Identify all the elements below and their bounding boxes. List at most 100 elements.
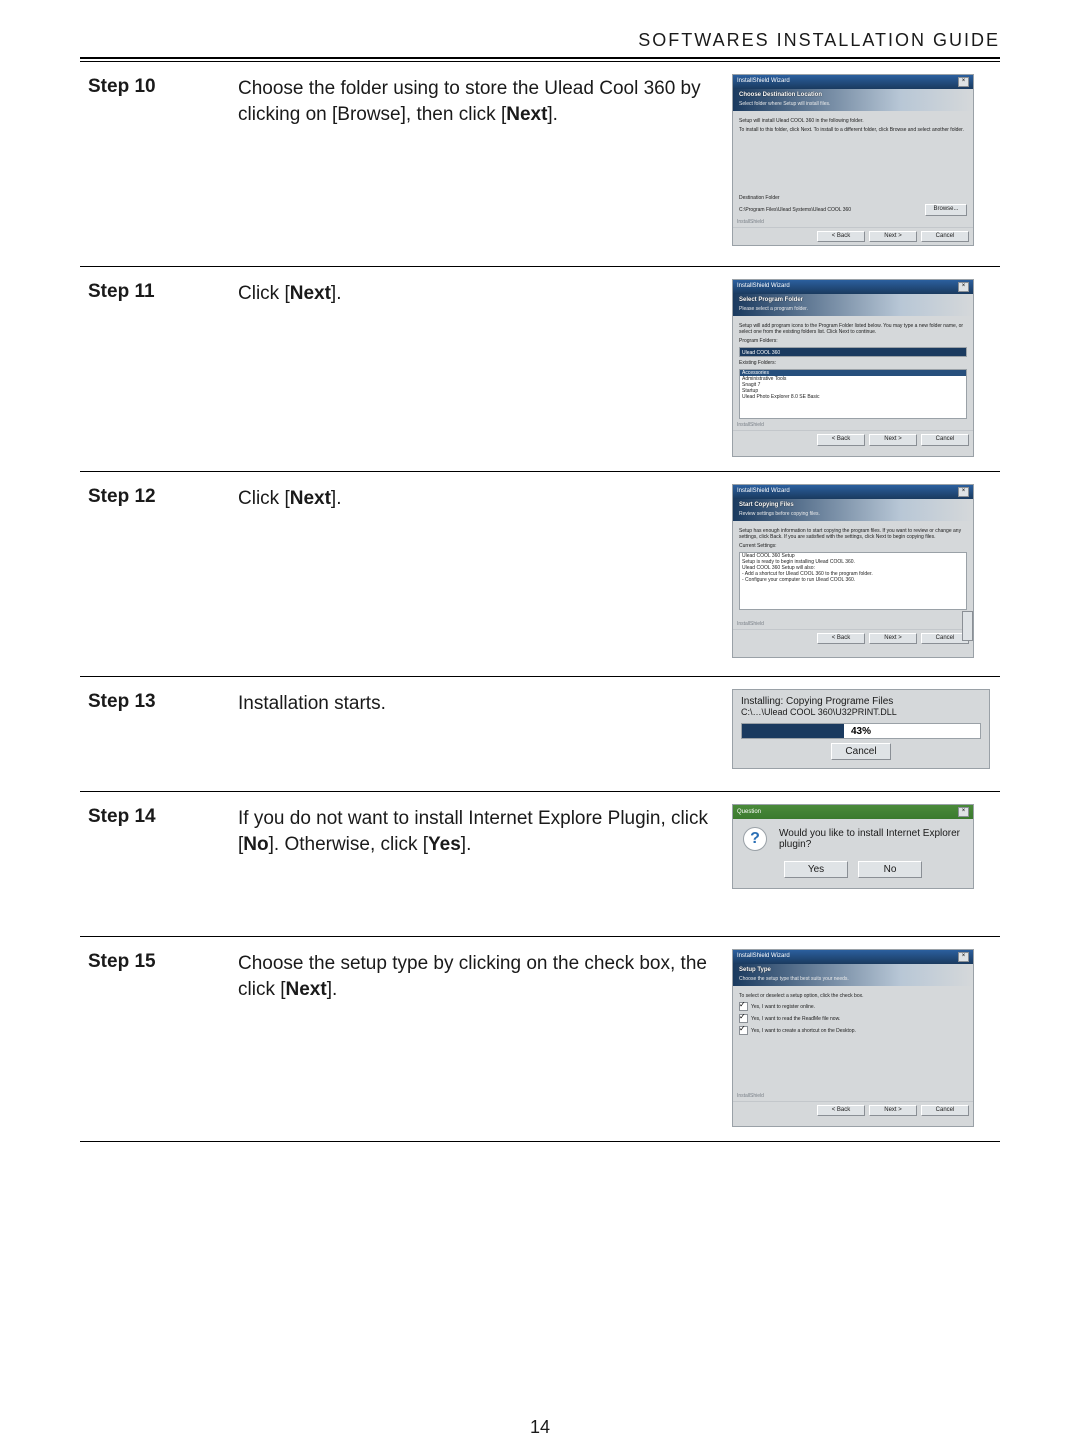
dialog-heading: Choose Destination Location bbox=[739, 92, 967, 99]
checkbox-icon[interactable] bbox=[739, 1002, 748, 1011]
brand-hint: InstallShield bbox=[733, 621, 973, 629]
close-icon[interactable]: × bbox=[958, 807, 969, 817]
desc-text: Choose the folder using to store the Ule… bbox=[238, 78, 701, 125]
close-icon[interactable]: × bbox=[958, 487, 969, 497]
program-folder-input[interactable]: Ulead COOL 360 bbox=[739, 347, 967, 357]
dialog-body: ? Would you like to install Internet Exp… bbox=[733, 819, 973, 855]
dialog-body: Setup will add program icons to the Prog… bbox=[733, 316, 973, 422]
step-row: Step 10 Choose the folder using to store… bbox=[80, 62, 1000, 267]
back-button[interactable]: < Back bbox=[817, 633, 865, 644]
dialog-title: InstallShield Wizard bbox=[737, 488, 790, 495]
page: SOFTWARES INSTALLATION GUIDE Step 10 Cho… bbox=[0, 0, 1080, 1454]
dialog-header: Start Copying Files Review settings befo… bbox=[733, 499, 973, 521]
dialog-button-row: Yes No bbox=[733, 855, 973, 888]
dialog-header: Choose Destination Location Select folde… bbox=[733, 89, 973, 111]
checkbox-icon[interactable] bbox=[739, 1014, 748, 1023]
yes-button[interactable]: Yes bbox=[784, 861, 848, 878]
back-button[interactable]: < Back bbox=[817, 231, 865, 242]
next-button[interactable]: Next > bbox=[869, 434, 917, 445]
step-label: Step 14 bbox=[88, 804, 228, 828]
close-icon[interactable]: × bbox=[958, 952, 969, 962]
cancel-button[interactable]: Cancel bbox=[921, 231, 969, 242]
checkbox-icon[interactable] bbox=[739, 1026, 748, 1035]
option-label: Yes, I want to create a shortcut on the … bbox=[751, 1028, 856, 1034]
close-icon[interactable]: × bbox=[958, 77, 969, 87]
install-destination-panel: InstallShield Wizard × Choose Destinatio… bbox=[732, 74, 974, 246]
dialog-heading: Select Program Folder bbox=[739, 297, 967, 304]
dialog-titlebar: InstallShield Wizard × bbox=[733, 75, 973, 89]
step-row: Step 12 Click [Next]. InstallShield Wiza… bbox=[80, 472, 1000, 677]
desc-text: Installation starts. bbox=[238, 693, 386, 714]
cancel-button[interactable]: Cancel bbox=[921, 434, 969, 445]
list-item[interactable]: Ulead Photo Explorer 8.0 SE Basic bbox=[740, 394, 966, 400]
desc-text: Click [ bbox=[238, 488, 290, 509]
dialog-button-row: < Back Next > Cancel bbox=[733, 430, 973, 449]
browse-button[interactable]: Browse... bbox=[925, 204, 967, 216]
brand-hint: InstallShield bbox=[733, 422, 973, 430]
dialog-button-row: < Back Next > Cancel bbox=[733, 629, 973, 648]
desc-text: ]. bbox=[331, 488, 342, 509]
dialog-titlebar: Question × bbox=[733, 805, 973, 819]
cancel-button[interactable]: Cancel bbox=[831, 743, 891, 760]
close-icon[interactable]: × bbox=[958, 282, 969, 292]
dialog-text: To select or deselect a setup option, cl… bbox=[739, 993, 967, 999]
desc-key: Next bbox=[290, 488, 331, 509]
progress-path: C:\…\Ulead COOL 360\U32PRINT.DLL bbox=[741, 707, 981, 717]
existing-folders-list[interactable]: Accessories Administrative Tools Snagit … bbox=[739, 369, 967, 419]
page-number: 14 bbox=[0, 1417, 1080, 1438]
step-description: Choose the setup type by clicking on the… bbox=[238, 949, 722, 1002]
setup-type-panel: InstallShield Wizard × Setup Type Choose… bbox=[732, 949, 974, 1127]
dialog-text: Setup will add program icons to the Prog… bbox=[739, 323, 967, 335]
dialog-subheading: Choose the setup type that best suits yo… bbox=[739, 976, 967, 982]
dialog-title: InstallShield Wizard bbox=[737, 283, 790, 290]
desc-text: ]. bbox=[331, 283, 342, 304]
settings-review-box[interactable]: Ulead COOL 360 Setup Setup is ready to b… bbox=[739, 552, 967, 610]
page-header: SOFTWARES INSTALLATION GUIDE bbox=[80, 30, 1000, 51]
header-rule-thick bbox=[80, 57, 1000, 59]
cancel-button[interactable]: Cancel bbox=[921, 1105, 969, 1116]
brand-hint: InstallShield bbox=[733, 219, 973, 227]
question-icon: ? bbox=[743, 827, 767, 851]
dialog-body: To select or deselect a setup option, cl… bbox=[733, 986, 973, 1093]
desc-key: Next bbox=[286, 979, 327, 1000]
dialog-body: Setup has enough information to start co… bbox=[733, 521, 973, 621]
dialog-title: Question bbox=[737, 809, 761, 815]
next-button[interactable]: Next > bbox=[869, 231, 917, 242]
desc-text: ]. bbox=[461, 834, 472, 855]
scrollbar-icon[interactable] bbox=[962, 611, 973, 641]
step-row: Step 14 If you do not want to install In… bbox=[80, 792, 1000, 937]
field-label: Existing Folders: bbox=[739, 360, 967, 366]
desc-key: Next bbox=[290, 283, 331, 304]
dialog-text: Setup has enough information to start co… bbox=[739, 528, 967, 540]
back-button[interactable]: < Back bbox=[817, 434, 865, 445]
program-folder-panel: InstallShield Wizard × Select Program Fo… bbox=[732, 279, 974, 457]
option-label: Yes, I want to read the ReadMe file now. bbox=[751, 1016, 840, 1022]
dialog-header: Select Program Folder Please select a pr… bbox=[733, 294, 973, 316]
step-row: Step 15 Choose the setup type by clickin… bbox=[80, 937, 1000, 1142]
desc-text: ]. Otherwise, click [ bbox=[269, 834, 428, 855]
step-description: Choose the folder using to store the Ule… bbox=[238, 74, 722, 127]
setup-option[interactable]: Yes, I want to register online. bbox=[739, 1002, 967, 1011]
desc-text: ]. bbox=[547, 104, 558, 125]
step-label: Step 15 bbox=[88, 949, 228, 973]
dialog-body: Setup will install Ulead COOL 360 in the… bbox=[733, 111, 973, 219]
dialog-title: InstallShield Wizard bbox=[737, 953, 790, 960]
setup-option[interactable]: Yes, I want to create a shortcut on the … bbox=[739, 1026, 967, 1035]
group-label: Destination Folder bbox=[739, 195, 967, 201]
dialog-titlebar: InstallShield Wizard × bbox=[733, 280, 973, 294]
progress-title: Installing: Copying Programe Files bbox=[741, 696, 981, 707]
dialog-titlebar: InstallShield Wizard × bbox=[733, 950, 973, 964]
dialog-titlebar: InstallShield Wizard × bbox=[733, 485, 973, 499]
next-button[interactable]: Next > bbox=[869, 1105, 917, 1116]
dialog-heading: Start Copying Files bbox=[739, 502, 967, 509]
setup-option[interactable]: Yes, I want to read the ReadMe file now. bbox=[739, 1014, 967, 1023]
dialog-text: To install to this folder, click Next. T… bbox=[739, 127, 967, 133]
progress-percent: 43% bbox=[742, 724, 980, 738]
no-button[interactable]: No bbox=[858, 861, 922, 878]
next-button[interactable]: Next > bbox=[869, 633, 917, 644]
back-button[interactable]: < Back bbox=[817, 1105, 865, 1116]
step-description: Click [Next]. bbox=[238, 279, 722, 307]
dialog-header: Setup Type Choose the setup type that be… bbox=[733, 964, 973, 986]
step-description: If you do not want to install Internet E… bbox=[238, 804, 722, 857]
step-row: Step 13 Installation starts. Installing:… bbox=[80, 677, 1000, 792]
